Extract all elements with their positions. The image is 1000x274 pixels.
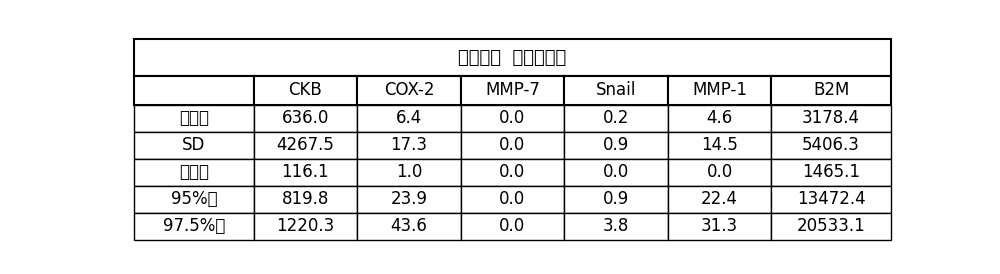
- Text: 0.0: 0.0: [499, 163, 526, 181]
- Bar: [564, 105, 668, 132]
- Bar: [771, 159, 891, 185]
- Text: 17.3: 17.3: [390, 136, 427, 154]
- Text: 14.5: 14.5: [701, 136, 738, 154]
- Text: 0.0: 0.0: [499, 190, 526, 208]
- Bar: [771, 132, 891, 159]
- Bar: [357, 159, 461, 185]
- Bar: [668, 185, 771, 213]
- Bar: [134, 213, 254, 240]
- Text: 中位值: 中位值: [179, 163, 209, 181]
- Bar: [771, 105, 891, 132]
- Text: 0.9: 0.9: [603, 136, 629, 154]
- Bar: [134, 39, 891, 76]
- Text: 1220.3: 1220.3: [276, 217, 334, 235]
- Text: 1.0: 1.0: [396, 163, 422, 181]
- Text: 0.9: 0.9: [603, 190, 629, 208]
- Text: 0.0: 0.0: [707, 163, 733, 181]
- Bar: [461, 132, 564, 159]
- Bar: [357, 105, 461, 132]
- Bar: [461, 213, 564, 240]
- Bar: [668, 132, 771, 159]
- Bar: [134, 185, 254, 213]
- Text: 97.5%值: 97.5%值: [163, 217, 225, 235]
- Text: 0.0: 0.0: [499, 109, 526, 127]
- Bar: [254, 132, 357, 159]
- Bar: [564, 185, 668, 213]
- Text: 4.6: 4.6: [707, 109, 733, 127]
- Bar: [461, 185, 564, 213]
- Text: MMP-7: MMP-7: [485, 81, 540, 99]
- Text: 3178.4: 3178.4: [802, 109, 860, 127]
- Bar: [564, 213, 668, 240]
- Text: 13472.4: 13472.4: [797, 190, 865, 208]
- Text: 0.0: 0.0: [499, 136, 526, 154]
- Text: Snail: Snail: [596, 81, 636, 99]
- Bar: [357, 132, 461, 159]
- Bar: [668, 213, 771, 240]
- Bar: [254, 76, 357, 105]
- Bar: [254, 159, 357, 185]
- Bar: [564, 132, 668, 159]
- Text: 平均值: 平均值: [179, 109, 209, 127]
- Text: COX-2: COX-2: [384, 81, 434, 99]
- Bar: [771, 213, 891, 240]
- Text: 22.4: 22.4: [701, 190, 738, 208]
- Bar: [564, 76, 668, 105]
- Bar: [134, 159, 254, 185]
- Bar: [357, 185, 461, 213]
- Bar: [668, 76, 771, 105]
- Bar: [254, 185, 357, 213]
- Text: 0.0: 0.0: [603, 163, 629, 181]
- Text: MMP-1: MMP-1: [692, 81, 747, 99]
- Text: 0.0: 0.0: [499, 217, 526, 235]
- Text: 819.8: 819.8: [282, 190, 329, 208]
- Text: 0.2: 0.2: [603, 109, 629, 127]
- Text: 636.0: 636.0: [282, 109, 329, 127]
- Text: B2M: B2M: [813, 81, 849, 99]
- Text: 23.9: 23.9: [390, 190, 427, 208]
- Text: 20533.1: 20533.1: [797, 217, 865, 235]
- Bar: [134, 76, 254, 105]
- Bar: [357, 76, 461, 105]
- Bar: [564, 159, 668, 185]
- Bar: [357, 213, 461, 240]
- Bar: [134, 132, 254, 159]
- Bar: [771, 185, 891, 213]
- Bar: [771, 76, 891, 105]
- Text: 43.6: 43.6: [390, 217, 427, 235]
- Bar: [134, 105, 254, 132]
- Bar: [668, 105, 771, 132]
- Text: 健康对照  （拷贝数）: 健康对照 （拷贝数）: [458, 49, 567, 67]
- Text: CKB: CKB: [288, 81, 322, 99]
- Text: 31.3: 31.3: [701, 217, 738, 235]
- Text: 6.4: 6.4: [396, 109, 422, 127]
- Text: 116.1: 116.1: [281, 163, 329, 181]
- Bar: [254, 105, 357, 132]
- Bar: [254, 213, 357, 240]
- Text: 1465.1: 1465.1: [802, 163, 860, 181]
- Text: SD: SD: [182, 136, 206, 154]
- Bar: [461, 105, 564, 132]
- Bar: [668, 159, 771, 185]
- Text: 95%值: 95%值: [171, 190, 217, 208]
- Bar: [461, 159, 564, 185]
- Text: 5406.3: 5406.3: [802, 136, 860, 154]
- Bar: [461, 76, 564, 105]
- Text: 3.8: 3.8: [603, 217, 629, 235]
- Text: 4267.5: 4267.5: [276, 136, 334, 154]
